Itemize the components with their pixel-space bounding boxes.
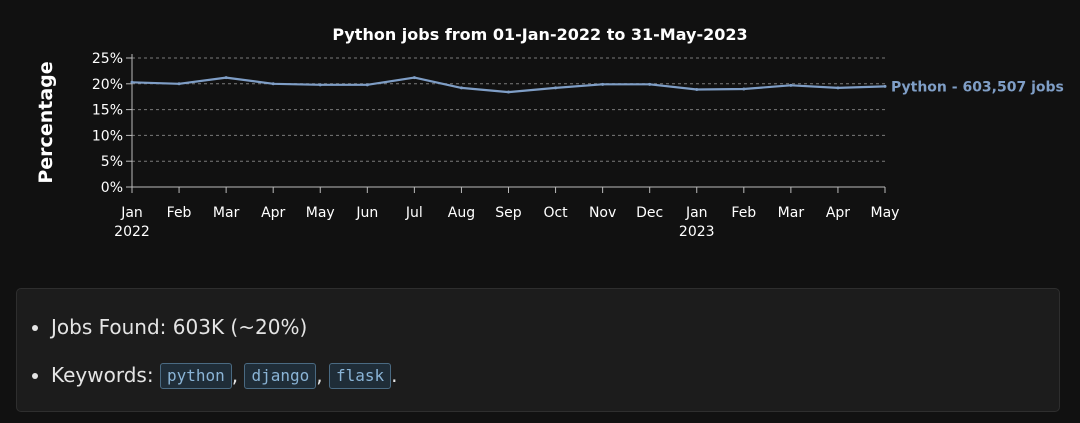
data-point (554, 86, 558, 90)
keyword-separator: , (231, 363, 239, 387)
data-point (789, 83, 793, 87)
data-point (412, 76, 416, 80)
data-point (507, 90, 510, 94)
data-point (271, 82, 275, 86)
y-tick-label: 0% (101, 180, 123, 196)
y-axis-label: Percentage (35, 61, 57, 183)
x-tick-label: Jun (355, 205, 378, 221)
keyword-flask: flask (328, 363, 392, 389)
keyword-separator: , (316, 363, 323, 387)
x-tick-label: Feb (167, 205, 192, 221)
y-tick-label: 5% (101, 154, 123, 170)
x-tick-label: Mar (778, 205, 805, 221)
data-point (883, 84, 887, 88)
x-tick-label: Nov (589, 205, 616, 221)
data-point (459, 86, 463, 90)
chart-area: Python jobs from 01-Jan-2022 to 31-May-2… (35, 25, 1064, 240)
jobs-found-label: Jobs Found: (51, 315, 167, 339)
x-tick-label: Jan (120, 205, 143, 221)
x-tick-year-label: 2022 (114, 224, 150, 240)
data-point (601, 82, 605, 86)
y-tick-label: 10% (92, 128, 123, 144)
x-tick-label: Sep (495, 205, 522, 221)
x-tick-label: Jul (405, 205, 423, 221)
data-point (648, 82, 652, 86)
chart-title: Python jobs from 01-Jan-2022 to 31-May-2… (332, 25, 747, 44)
keyword-python: python (159, 363, 232, 389)
x-tick-label: Dec (636, 205, 663, 221)
jobs-found-value: 603K (~20%) (172, 315, 308, 339)
keywords-item: Keywords: python, django, flask. (32, 361, 398, 389)
data-point (695, 87, 699, 91)
jobs-found-item: Jobs Found: 603K (~20%) (31, 313, 308, 341)
summary-card: Jobs Found: 603K (~20%) Keywords: python… (16, 288, 1060, 412)
y-tick-label: 20% (92, 77, 123, 93)
x-tick-label: Apr (261, 205, 285, 221)
data-point (836, 86, 840, 90)
data-point (742, 87, 746, 91)
keyword-django: django (244, 363, 317, 389)
y-tick-label: 25% (92, 51, 123, 67)
x-tick-label: Jan (685, 205, 708, 221)
x-tick-label: May (871, 205, 900, 221)
x-tick-label: Apr (826, 205, 850, 221)
data-point (130, 80, 134, 84)
x-tick-label: Oct (543, 205, 568, 221)
x-tick-year-label: 2023 (679, 224, 715, 240)
x-tick-label: Mar (213, 205, 240, 221)
y-tick-label: 15% (92, 103, 123, 119)
keyword-terminator: . (391, 363, 398, 387)
series-end-label: Python - 603,507 jobs (891, 79, 1064, 95)
series-line-python (131, 76, 886, 94)
line-chart: Python jobs from 01-Jan-2022 to 31-May-2… (35, 25, 1064, 240)
x-tick-label: Aug (448, 205, 475, 221)
data-point (224, 76, 228, 80)
data-point (177, 82, 181, 86)
x-tick-label: May (306, 205, 335, 221)
data-point (318, 83, 322, 87)
keywords-label: Keywords: (51, 363, 154, 387)
x-tick-label: Feb (731, 205, 756, 221)
data-point (365, 83, 369, 87)
